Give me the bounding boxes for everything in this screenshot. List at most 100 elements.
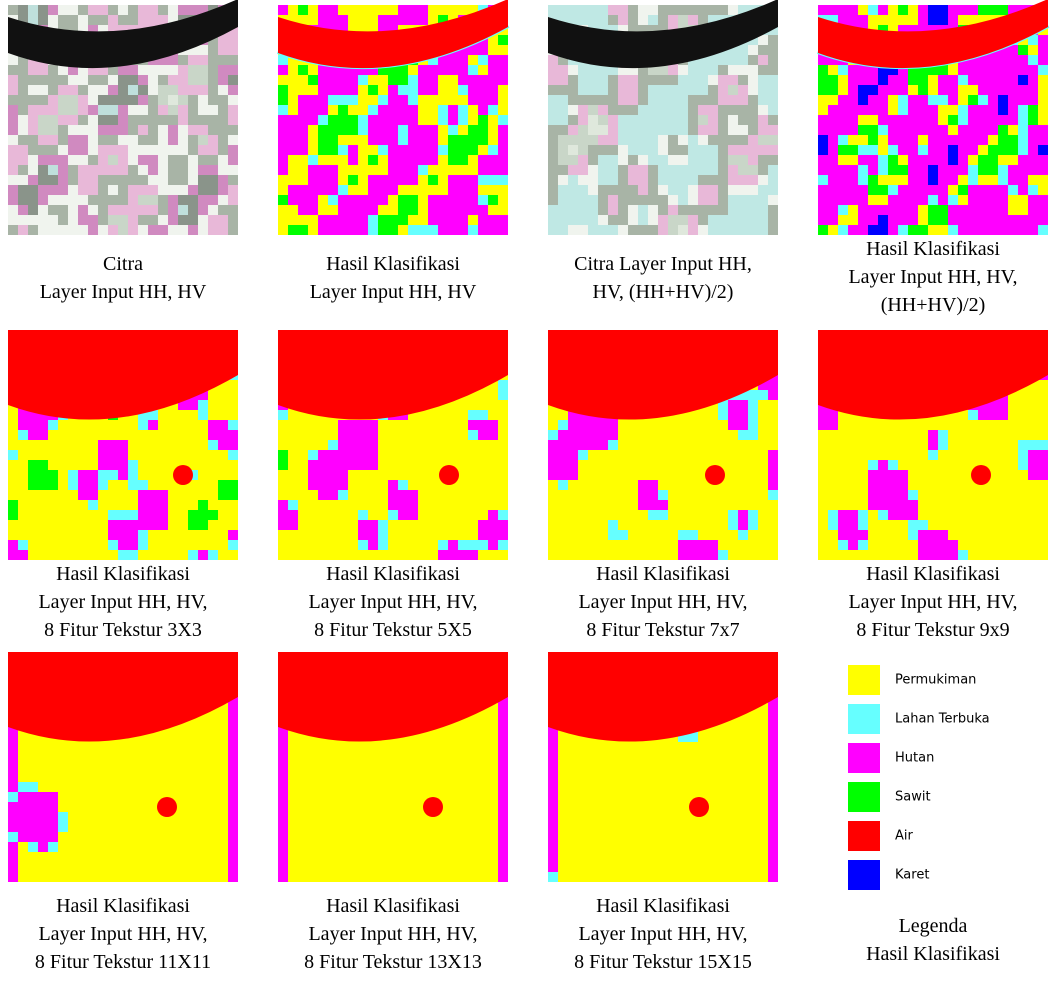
pixel xyxy=(1008,55,1018,65)
pixel xyxy=(108,792,118,802)
pixel xyxy=(968,410,978,420)
pixel xyxy=(298,762,308,772)
pixel xyxy=(78,530,88,540)
pixel xyxy=(958,430,968,440)
pixel xyxy=(408,65,418,75)
pixel xyxy=(198,115,208,125)
pixel xyxy=(468,520,478,530)
pixel xyxy=(478,470,488,480)
pixel xyxy=(228,45,238,55)
pixel xyxy=(198,822,208,832)
pixel xyxy=(978,85,988,95)
pixel xyxy=(448,55,458,65)
pixel xyxy=(68,225,78,235)
pixel xyxy=(918,15,928,25)
pixel xyxy=(948,510,958,520)
pixel xyxy=(878,215,888,225)
pixel xyxy=(748,45,758,55)
pixel xyxy=(718,85,728,95)
pixel xyxy=(48,480,58,490)
pixel xyxy=(418,470,428,480)
pixel xyxy=(58,450,68,460)
pixel xyxy=(738,215,748,225)
pixel xyxy=(1028,520,1038,530)
pixel xyxy=(158,440,168,450)
pixel xyxy=(968,215,978,225)
pixel xyxy=(748,125,758,135)
pixel xyxy=(288,145,298,155)
pixel xyxy=(928,420,938,430)
pixel xyxy=(758,55,768,65)
pixel xyxy=(958,205,968,215)
pixel xyxy=(398,95,408,105)
pixel xyxy=(68,520,78,530)
pixel xyxy=(348,480,358,490)
pixel xyxy=(758,125,768,135)
pixel xyxy=(298,440,308,450)
pixel xyxy=(308,65,318,75)
pixel xyxy=(448,205,458,215)
pixel xyxy=(138,782,148,792)
pixel xyxy=(698,165,708,175)
pixel xyxy=(958,450,968,460)
pixel xyxy=(628,135,638,145)
pixel xyxy=(828,520,838,530)
pixel xyxy=(708,125,718,135)
pixel xyxy=(378,450,388,460)
pixel xyxy=(88,842,98,852)
pixel xyxy=(1018,115,1028,125)
pixel xyxy=(78,185,88,195)
pixel xyxy=(228,65,238,75)
pixel xyxy=(468,215,478,225)
pixel xyxy=(28,420,38,430)
pixel xyxy=(128,550,138,560)
pixel xyxy=(368,145,378,155)
pixel xyxy=(418,450,428,460)
pixel xyxy=(688,500,698,510)
pixel xyxy=(638,95,648,105)
pixel xyxy=(888,115,898,125)
pixel xyxy=(318,205,328,215)
pixel xyxy=(708,500,718,510)
pixel xyxy=(988,195,998,205)
pixel xyxy=(278,490,288,500)
pixel xyxy=(48,782,58,792)
pixel xyxy=(678,480,688,490)
pixel xyxy=(288,540,298,550)
pixel xyxy=(738,85,748,95)
pixel xyxy=(878,75,888,85)
pixel xyxy=(78,165,88,175)
pixel xyxy=(288,135,298,145)
pixel xyxy=(588,510,598,520)
pixel xyxy=(628,450,638,460)
pixel xyxy=(138,540,148,550)
pixel xyxy=(328,782,338,792)
pixel xyxy=(208,155,218,165)
pixel xyxy=(988,460,998,470)
pixel xyxy=(118,420,128,430)
pixel xyxy=(968,520,978,530)
pixel xyxy=(78,852,88,862)
pixel xyxy=(78,742,88,752)
pixel xyxy=(638,480,648,490)
pixel xyxy=(1028,165,1038,175)
pixel xyxy=(718,510,728,520)
pixel xyxy=(188,105,198,115)
pixel xyxy=(1038,540,1048,550)
pixel xyxy=(368,135,378,145)
pixel xyxy=(228,225,238,235)
pixel xyxy=(598,165,608,175)
pixel xyxy=(78,510,88,520)
pixel xyxy=(328,205,338,215)
pixel xyxy=(118,450,128,460)
pixel xyxy=(48,85,58,95)
pixel xyxy=(938,165,948,175)
pixel xyxy=(198,470,208,480)
pixel xyxy=(958,480,968,490)
pixel xyxy=(148,155,158,165)
pixel xyxy=(428,135,438,145)
pixel xyxy=(768,155,778,165)
pixel xyxy=(188,540,198,550)
pixel xyxy=(138,842,148,852)
pixel xyxy=(198,480,208,490)
